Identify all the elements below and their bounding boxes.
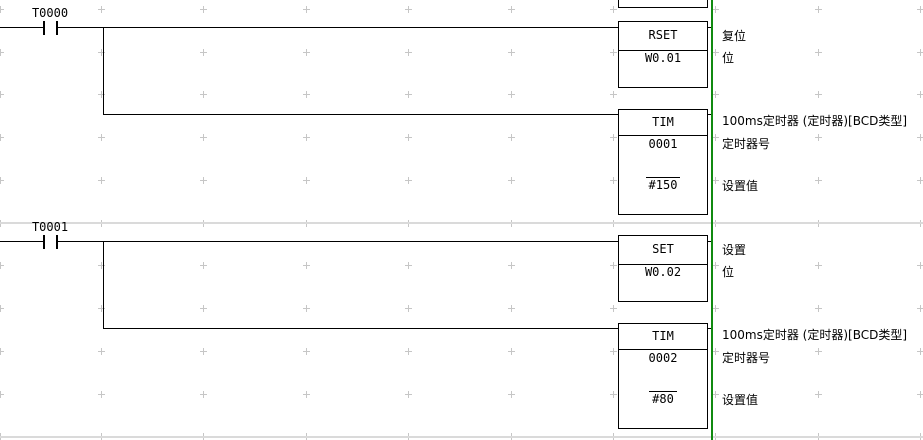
operand-set-value[interactable]: #150 (645, 177, 681, 192)
contact-bar-right (56, 21, 58, 35)
instruction-block-set[interactable]: SET W0.02 (618, 235, 708, 302)
operand-bit[interactable]: W0.01 (644, 51, 682, 65)
operand-set-value[interactable]: #80 (649, 391, 677, 406)
operand-bit[interactable]: W0.02 (644, 265, 682, 279)
instruction-block-tim[interactable]: TIM 0002 #80 (618, 323, 708, 429)
instruction-mnemonic: RSET (619, 22, 707, 51)
rung-separator-1 (0, 222, 923, 224)
comment-tim-title: 100ms定时器 (定时器)[BCD类型] (722, 114, 908, 128)
comment-set-title: 设置 (722, 243, 747, 257)
operand-timer-number[interactable]: 0001 (648, 137, 678, 151)
operand-set-value-cell[interactable]: #80 (619, 391, 707, 408)
wire-branch-vertical (103, 241, 104, 329)
wire-output-tick-1 (708, 27, 712, 28)
contact-label[interactable]: T0001 (31, 220, 69, 234)
wire-main-right (58, 27, 618, 28)
contact-label[interactable]: T0000 (31, 6, 69, 20)
wire-branch-horizontal (103, 114, 618, 115)
comment-rset-title: 复位 (722, 29, 747, 43)
comment-timer-number: 定时器号 (722, 351, 771, 365)
comment-rset-bit: 位 (722, 51, 735, 65)
operand-timer-number[interactable]: 0002 (648, 351, 678, 365)
wire-branch-horizontal (103, 328, 618, 329)
contact-bar-left (43, 235, 45, 249)
rung-2: T0001 SET W0.02 TIM 0002 #80 设置 位 100ms定… (0, 214, 923, 437)
wire-output-tick-1 (708, 241, 712, 242)
operand-set-value-cell[interactable]: #150 (619, 177, 707, 194)
comment-set-bit: 位 (722, 265, 735, 279)
contact-bar-left (43, 21, 45, 35)
wire-main-left (0, 27, 43, 28)
comment-set-value: 设置值 (722, 179, 759, 193)
contact-bar-right (56, 235, 58, 249)
wire-branch-vertical (103, 27, 104, 115)
wire-main-left (0, 241, 43, 242)
instruction-block-tim[interactable]: TIM 0001 #150 (618, 109, 708, 215)
rung-separator-2 (0, 436, 923, 438)
rung-1: T0000 RSET W0.01 TIM 0001 #150 复位 位 100m… (0, 6, 908, 215)
previous-instruction-block-partial[interactable] (618, 0, 708, 8)
comment-timer-number: 定时器号 (722, 137, 771, 151)
instruction-mnemonic: TIM (619, 324, 707, 350)
instruction-mnemonic: SET (619, 236, 707, 265)
right-bus-bar (711, 0, 713, 440)
instruction-block-rset[interactable]: RSET W0.01 (618, 21, 708, 88)
comment-set-value: 设置值 (722, 393, 759, 407)
wire-main-right (58, 241, 618, 242)
wire-output-tick-2 (708, 328, 712, 329)
instruction-mnemonic: TIM (619, 110, 707, 136)
wire-output-tick-2 (708, 114, 712, 115)
comment-tim-title: 100ms定时器 (定时器)[BCD类型] (722, 328, 908, 342)
